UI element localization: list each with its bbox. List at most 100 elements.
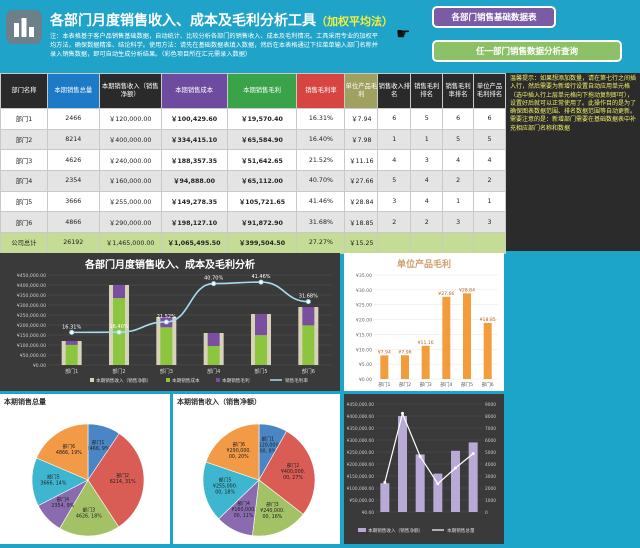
table-cell[interactable]: 16.40% [296,128,346,151]
table-cell[interactable]: 5 [377,170,412,192]
table-cell[interactable]: ￥27.66 [344,170,379,192]
profit-bar [65,341,78,345]
table-cell[interactable]: 4626 [46,149,100,172]
table-cell[interactable]: ￥28.84 [344,190,379,213]
table-cell[interactable] [442,232,475,254]
table-cell[interactable]: 3 [410,149,444,172]
table-cell[interactable]: 6 [442,108,475,130]
table-cell[interactable]: 2 [377,211,412,234]
table-cell[interactable]: ￥1,465,000.00 [98,232,162,254]
table-cell[interactable] [473,232,506,254]
logo-bar [29,27,34,37]
table-cell[interactable]: 4 [442,149,475,172]
table-cell[interactable]: 部门5 [0,190,48,213]
table-cell[interactable]: ￥7.98 [344,128,379,151]
margin-point [116,329,122,335]
table-cell[interactable]: ￥334,415.10 [160,128,228,151]
table-cell[interactable]: 21.52% [296,149,346,172]
table-cell[interactable]: ￥15.25 [344,232,379,254]
table-cell[interactable]: 31.68% [296,211,346,234]
table-cell[interactable]: 1 [410,128,444,151]
pie-slice [87,433,145,528]
table-cell[interactable]: 3666 [46,190,100,213]
table-cell[interactable]: 26192 [46,232,100,254]
slice-label: 部门5 [47,473,60,480]
table-cell[interactable]: ￥94,888.00 [160,170,228,192]
table-cell[interactable]: 27.27% [296,232,346,254]
table-cell[interactable] [410,232,444,254]
table-cell[interactable]: 4 [473,149,506,172]
table-cell[interactable]: 1 [442,190,475,213]
table-cell[interactable]: 6 [377,108,412,130]
table-cell[interactable]: 2 [473,170,506,192]
table-cell[interactable]: ￥198,127.10 [160,211,228,234]
table-cell[interactable]: ￥105,721.65 [226,190,298,213]
table-cell[interactable]: 部门1 [0,108,48,130]
legend-swatch [216,378,220,382]
table-cell[interactable]: 部门6 [0,211,48,234]
summary-table: 部门名称 本期销售总量 本期销售收入（销售净额） 本期销售成本 本期销售毛利 销… [0,73,506,254]
table-cell[interactable]: 6 [473,108,506,130]
table-cell[interactable]: 2 [442,170,475,192]
slice-label: ¥240,000. [260,508,284,514]
table-cell[interactable]: 公司总计 [0,232,48,254]
table-cell[interactable]: ￥120,000.00 [98,108,162,130]
table-cell[interactable]: ￥400,000.00 [98,128,162,151]
table-cell[interactable]: 16.31% [296,108,346,130]
table-cell[interactable]: 部门3 [0,149,48,172]
department-query-button[interactable]: 任一部门销售数据分析查询 [432,40,622,62]
col-header: 销售收入排名 [377,73,412,109]
table-cell[interactable]: ￥65,584.90 [226,128,298,151]
table-cell[interactable]: ￥65,112.00 [226,170,298,192]
table-cell[interactable]: 41.46% [296,190,346,213]
y-tick-label: ¥10.00 [356,347,372,353]
table-cell[interactable]: 5 [410,108,444,130]
table-cell[interactable]: 1 [377,128,412,151]
table-cell[interactable]: 3 [377,190,412,213]
unit-profit-bar [483,322,492,379]
table-cell[interactable]: ￥7.94 [344,108,379,130]
chart-title: 单位产品毛利 [397,258,451,270]
table-cell[interactable]: ￥91,872.90 [226,211,298,234]
table-cell[interactable]: ￥290,000.00 [98,211,162,234]
table-cell[interactable]: ￥51,642.65 [226,149,298,172]
slice-label: 2354, 9% [51,503,74,509]
table-cell[interactable]: 3 [442,211,475,234]
table-cell[interactable]: 部门2 [0,128,48,151]
table-cell[interactable]: ￥399,504.50 [226,232,298,254]
table-cell[interactable]: ￥1,065,495.50 [160,232,228,254]
table-cell[interactable]: ￥255,000.00 [98,190,162,213]
table-cell[interactable]: 2 [410,211,444,234]
table-cell[interactable]: 3 [473,211,506,234]
margin-label: 16.31% [62,324,81,330]
table-cell[interactable]: ￥240,000.00 [98,149,162,172]
table-cell[interactable]: ￥19,570.40 [226,108,298,130]
table-cell[interactable] [377,232,412,254]
table-cell[interactable]: 4 [410,170,444,192]
table-cell[interactable]: 4 [410,190,444,213]
table-cell[interactable]: 2354 [46,170,100,192]
legend-label: 销售毛利率 [285,377,308,384]
table-cell[interactable]: ￥18.85 [344,211,379,234]
table-cell[interactable]: ￥149,278.35 [160,190,228,213]
table-cell[interactable]: 40.70% [296,170,346,192]
y2-tick-label: 9000 [485,402,496,408]
table-cell[interactable]: 2466 [46,108,100,130]
volume-point [471,452,475,456]
table-cell[interactable]: ￥188,357.35 [160,149,228,172]
table-cell[interactable]: 5 [442,128,475,151]
unit-profit-bar [380,355,389,379]
table-cell[interactable]: 4866 [46,211,100,234]
table-cell[interactable]: ￥100,429.60 [160,108,228,130]
table-cell[interactable]: ￥11.16 [344,149,379,172]
basic-data-button[interactable]: 各部门销售基础数据表 [432,6,556,28]
table-cell[interactable]: ￥160,000.00 [98,170,162,192]
table-cell[interactable]: 8214 [46,128,100,151]
table-cell[interactable]: 1 [473,190,506,213]
table-cell[interactable]: 部门4 [0,170,48,192]
slice-label: 00, 27% [283,475,303,481]
slice-label: 部门5 [219,477,232,484]
table-cell[interactable]: 4 [377,149,412,172]
table-cell[interactable]: 5 [473,128,506,151]
pie-slice [205,423,260,481]
